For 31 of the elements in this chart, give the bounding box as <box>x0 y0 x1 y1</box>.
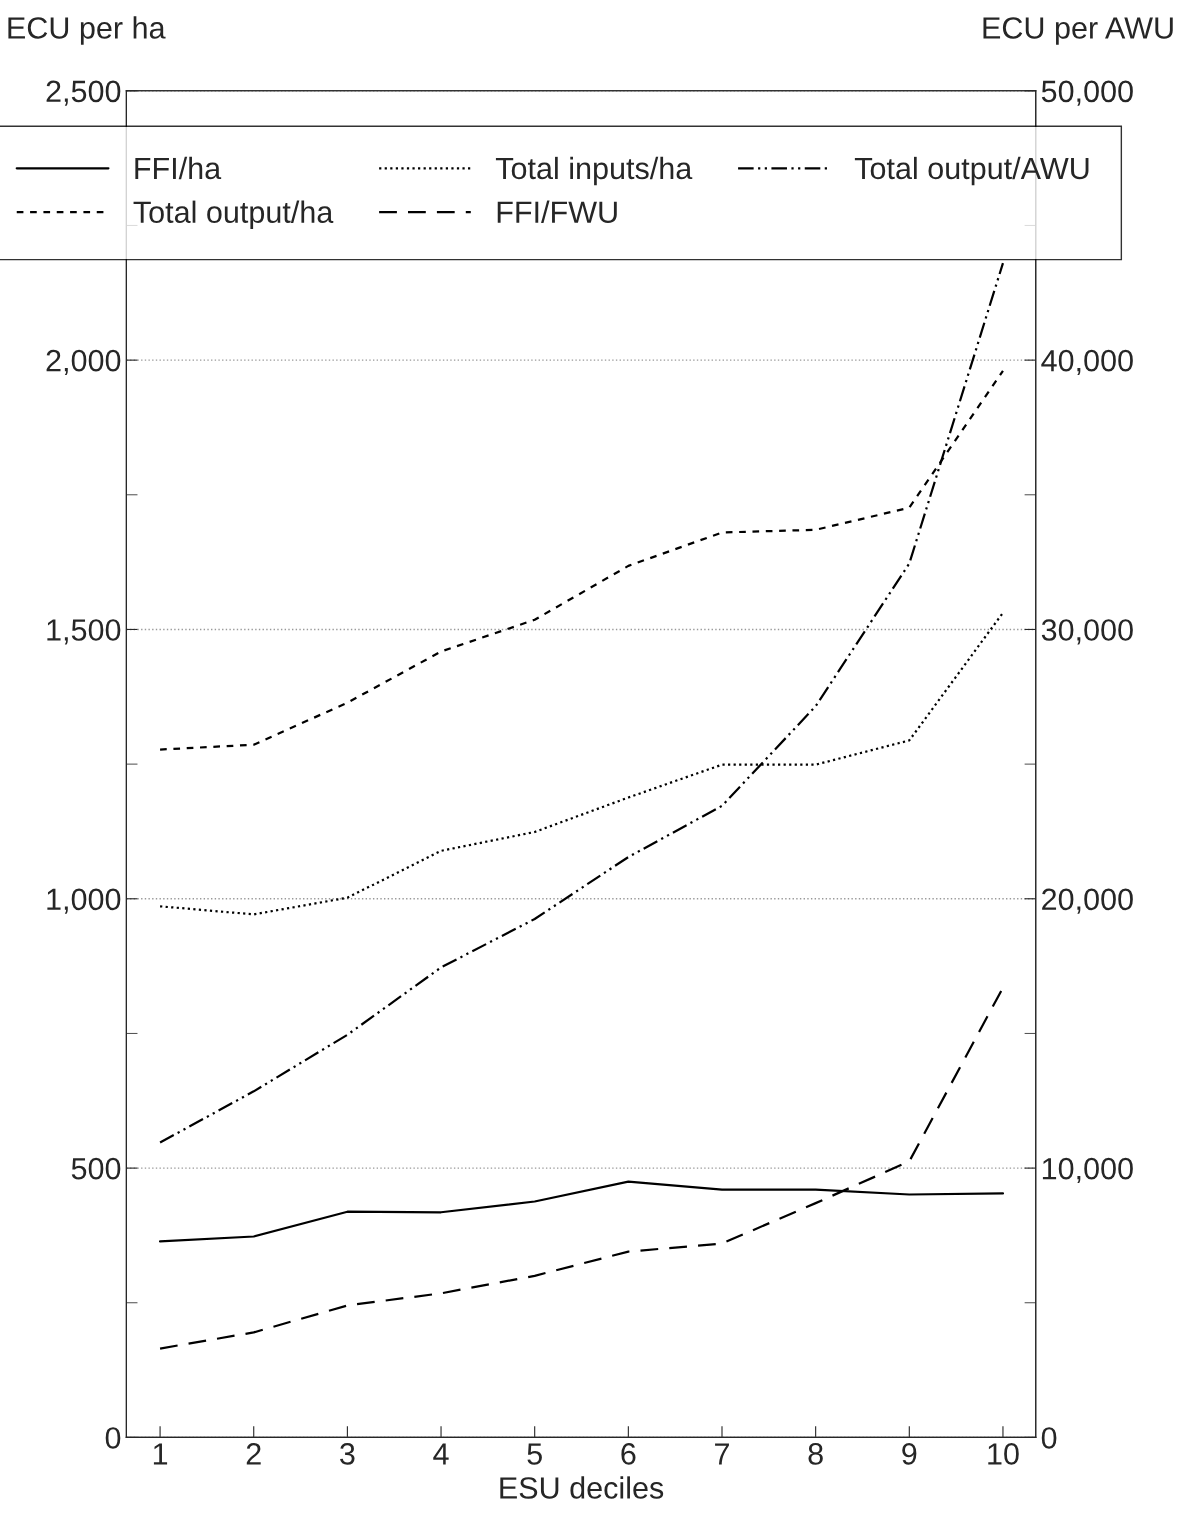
x-tick-label: 5 <box>527 1443 542 1465</box>
x-tick-label: 6 <box>621 1443 636 1465</box>
x-tick-label: 1 <box>153 1443 168 1465</box>
legend-label: Total output/ha <box>133 200 334 230</box>
legend-label: Total inputs/ha <box>495 156 693 186</box>
y2-tick-label: 50,000 <box>1041 80 1133 106</box>
legend-label: FFI/FWU <box>497 200 617 224</box>
y2-axis-title: ECU per AWU <box>983 17 1173 45</box>
x-axis-title: ESU deciles <box>500 1476 664 1499</box>
y2-tick-label: 40,000 <box>1041 349 1133 376</box>
x-tick-label: 3 <box>340 1443 355 1465</box>
y-tick-label: 2,000 <box>46 349 121 376</box>
y-tick-label: 1,000 <box>47 888 121 914</box>
x-tick-label: 10 <box>988 1443 1019 1465</box>
x-tick-label: 7 <box>715 1443 729 1465</box>
y-tick-label: 1,500 <box>47 619 121 645</box>
x-tick-label: 2 <box>246 1443 261 1465</box>
legend-label: FFI/ha <box>135 156 222 180</box>
x-tick-label: 8 <box>808 1443 823 1465</box>
y-axis-title: ECU per ha <box>8 16 166 45</box>
y-tick-label: 500 <box>71 1157 121 1180</box>
y2-tick-label: 10,000 <box>1042 1157 1133 1184</box>
y-tick-label: 0 <box>105 1427 121 1449</box>
y2-tick-label: 30,000 <box>1041 619 1133 645</box>
y2-tick-label: 20,000 <box>1042 888 1133 914</box>
x-tick-label: 9 <box>902 1443 917 1465</box>
legend-label: Total output/AWU <box>854 156 1089 186</box>
x-tick-label: 4 <box>433 1443 449 1465</box>
line-series <box>158 262 1005 1144</box>
y-tick-label: 2,500 <box>46 80 121 106</box>
y2-tick-label: 0 <box>1041 1427 1057 1449</box>
